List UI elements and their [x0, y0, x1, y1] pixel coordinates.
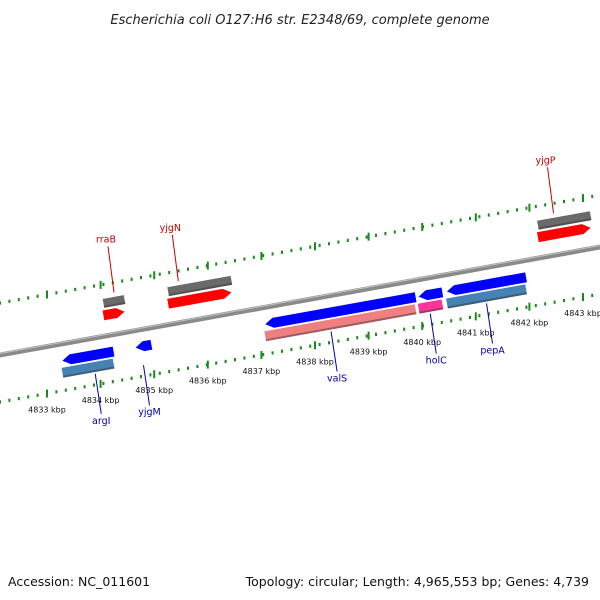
forward-gene-label: yjgP: [536, 155, 556, 166]
tick-label: 4841 kbp: [457, 328, 495, 337]
reverse-label-leader: [486, 303, 494, 344]
reverse-gene-bar-group: [446, 284, 527, 309]
backbone-line: [0, 244, 600, 358]
accession-text: Accession: NC_011601: [8, 574, 150, 589]
forward-label-leader: [171, 234, 179, 281]
reverse-gene-bar-group: [417, 299, 444, 314]
reverse-cds-arrow: [446, 272, 527, 296]
reverse-label-leader: [429, 313, 437, 354]
reverse-gene-bar: [264, 304, 417, 342]
reverse-cds-arrow-group: [62, 346, 115, 365]
tick-label: 4842 kbp: [511, 319, 549, 328]
reverse-cds-arrow: [265, 292, 417, 328]
forward-gene-bar-group: [102, 295, 126, 308]
reverse-gene-bar: [417, 299, 444, 314]
tick-label: 4840 kbp: [403, 338, 441, 347]
forward-gene-label: yjgN: [160, 223, 181, 234]
forward-label-leader: [547, 167, 555, 214]
tick-label: 4835 kbp: [135, 386, 173, 395]
forward-gene-bar: [537, 211, 592, 230]
forward-cds-arrow: [102, 308, 125, 321]
map-title: Escherichia coli O127:H6 str. E2348/69, …: [110, 13, 489, 28]
reverse-gene-bar-shadow: [265, 312, 417, 342]
reverse-gene-bar-shadow: [62, 366, 115, 378]
forward-cds-arrow: [536, 224, 591, 243]
forward-gene-bar-shadow: [538, 218, 592, 230]
reverse-cds-arrow-group: [446, 272, 527, 296]
forward-gene-bar-group: [537, 211, 592, 230]
genome-summary-text: Topology: circular; Length: 4,965,553 bp…: [245, 574, 589, 589]
forward-gene-label: rraB: [96, 234, 116, 245]
forward-gene-bar: [102, 295, 126, 308]
forward-gene-bar-shadow: [168, 282, 233, 297]
tick-label: 4834 kbp: [82, 396, 120, 405]
tick-label: 4836 kbp: [189, 377, 227, 386]
forward-gene-bar-group: [167, 275, 233, 297]
reverse-label-leader: [94, 373, 102, 414]
reverse-gene-bar: [446, 284, 527, 309]
reverse-cds-arrow-group: [418, 287, 444, 301]
forward-cds-arrow-group: [167, 288, 232, 309]
tick-label: 4838 kbp: [296, 357, 334, 366]
reverse-gene-label: holC: [426, 356, 447, 367]
reverse-gene-label: yjgM: [138, 407, 161, 418]
reverse-gene-bar-shadow: [447, 292, 527, 309]
backbone-highlight: [0, 244, 600, 355]
tick-label: 4843 kbp: [564, 309, 600, 318]
reverse-gene-label: valS: [327, 373, 347, 384]
forward-cds-arrow: [167, 288, 232, 309]
reverse-label-leader: [330, 331, 338, 372]
track-layer: 4833 kbp 4834 kbp 4835 kbp 4836 kbp 4837 kbp…: [0, 155, 600, 427]
reverse-gene-bar-group: [264, 304, 417, 342]
reverse-gene-label: argI: [92, 416, 110, 427]
reverse-cds-arrow: [135, 339, 153, 352]
reverse-cds-arrow: [418, 287, 444, 301]
reverse-cds-arrow: [62, 346, 115, 365]
reverse-gene-bar-shadow: [419, 307, 444, 314]
reverse-cds-arrow-group: [265, 292, 417, 328]
forward-label-leader: [107, 246, 115, 293]
tick-label: 4837 kbp: [243, 367, 281, 376]
forward-gene-bar: [167, 275, 233, 297]
forward-cds-arrow-group: [536, 224, 591, 243]
forward-gene-bar-shadow: [103, 302, 126, 308]
reverse-gene-bar-group: [61, 358, 115, 378]
reverse-cds-arrow-group: [135, 339, 153, 352]
tick-label: 4833 kbp: [28, 406, 66, 415]
reverse-label-leader: [142, 365, 150, 406]
forward-cds-arrow-group: [102, 308, 125, 321]
reverse-gene-label: pepA: [480, 345, 505, 356]
reverse-gene-bar: [61, 358, 115, 378]
tick-label: 4839 kbp: [350, 348, 388, 357]
